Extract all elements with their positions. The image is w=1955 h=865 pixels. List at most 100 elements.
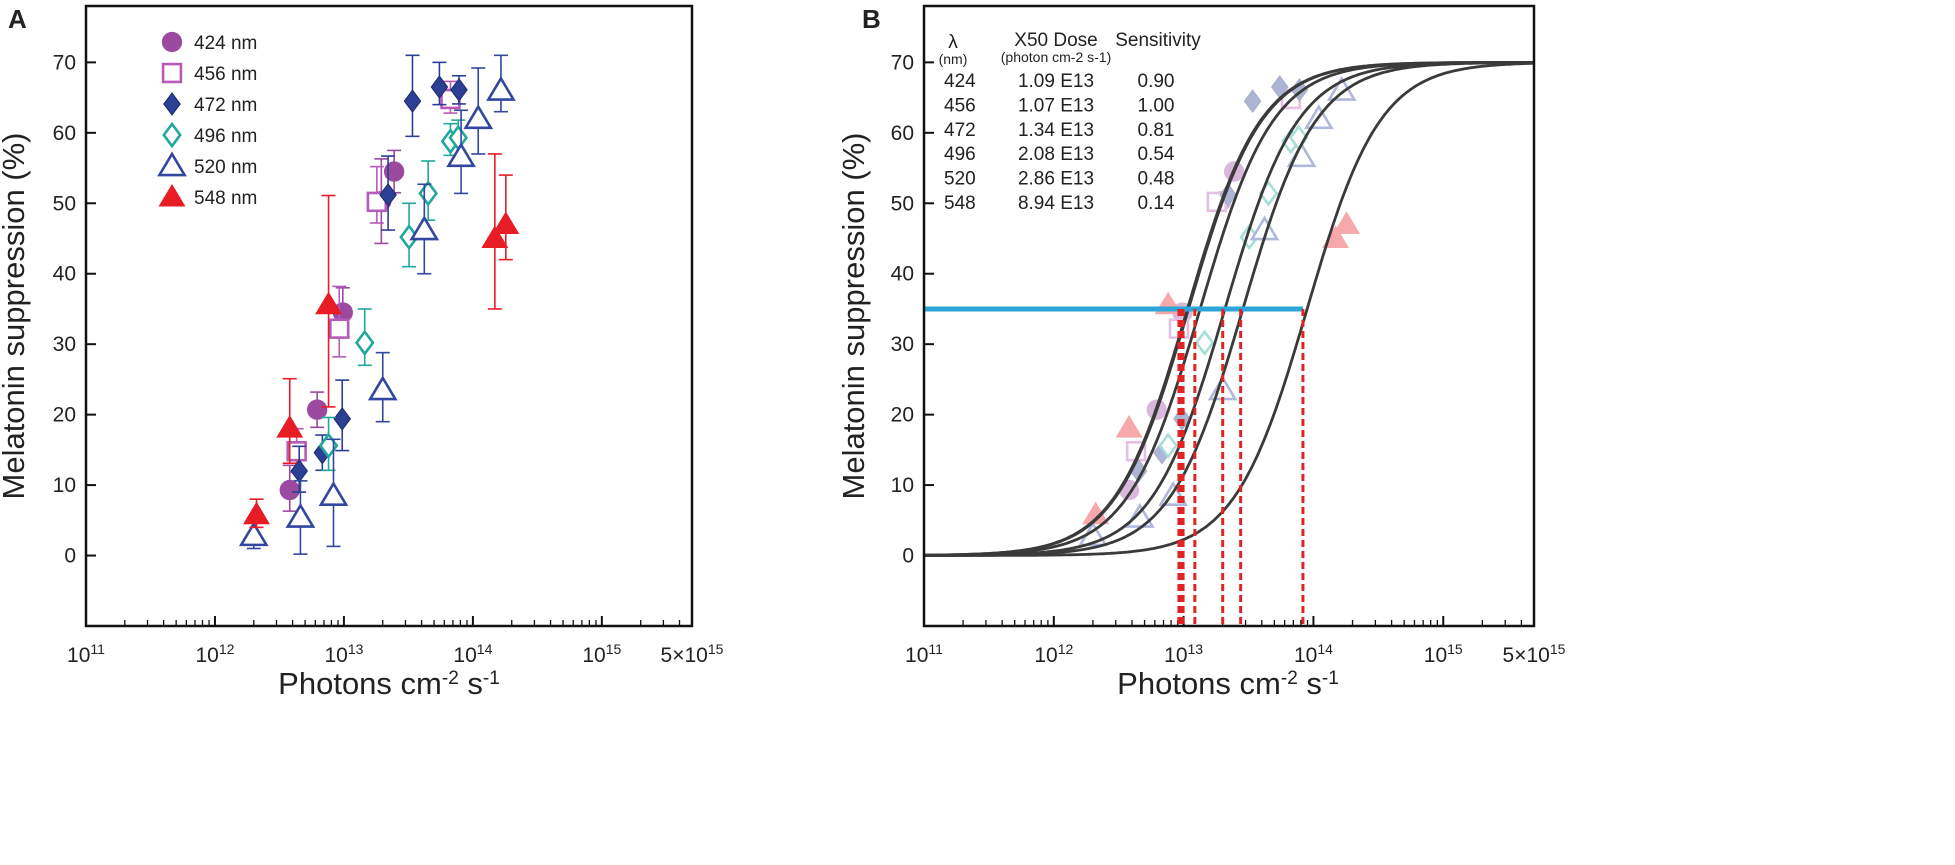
b-point-s472: [1153, 440, 1171, 465]
b-y-tick-label: 40: [891, 263, 914, 286]
b-y-tick-label: 0: [902, 545, 914, 568]
table-cell-dose: 2.08 E13: [1018, 144, 1094, 165]
legend-marker-s548: [158, 183, 186, 207]
table-subheader-dose-unit: (photon cm-2 s-1): [1001, 49, 1111, 65]
table-header-wavelength: λ: [948, 32, 958, 53]
b-x-tick-label: 1011: [905, 641, 943, 667]
a-x-tick-label: 1014: [453, 641, 492, 667]
a-point-s520: [486, 75, 516, 101]
panel-b-frame: [922, 4, 1536, 628]
b-y-tick-label: 70: [891, 51, 914, 74]
panel-a-x-axis-title: Photons cm-2 s-1: [278, 666, 500, 701]
legend-label-s456: 456 nm: [194, 64, 257, 85]
a-point-s548: [276, 414, 304, 438]
table-subheader-wavelength-unit: (nm): [939, 51, 968, 67]
a-y-tick-label: 30: [53, 333, 76, 356]
table-cell-sensitivity: 0.54: [1138, 144, 1175, 165]
b-x-tick-label: 1012: [1034, 641, 1073, 667]
a-point-s472: [403, 89, 422, 113]
a-y-tick-label: 0: [64, 545, 76, 568]
a-y-tick-label: 10: [53, 474, 76, 497]
b-point-s496: [1194, 329, 1215, 356]
a-point-s520: [285, 502, 316, 528]
legend-marker-s520: [157, 151, 187, 177]
panel-b: B 0 10 20 30 40 50 60 70 1011 1012 1013 1014 1015 5×1…: [836, 4, 1566, 701]
a-point-s472: [379, 182, 397, 207]
table-header-sensitivity: Sensitivity: [1115, 30, 1201, 51]
a-y-tick-label: 20: [53, 404, 76, 427]
a-point-s472: [450, 77, 468, 102]
b-point-s472: [1219, 182, 1237, 207]
a-point-s548: [315, 291, 343, 315]
a-point-s520: [446, 142, 476, 168]
legend-marker-s496: [162, 121, 182, 149]
b-point-s548: [1115, 414, 1143, 438]
a-point-s520: [367, 375, 398, 401]
legend-label-s496: 496 nm: [194, 126, 257, 147]
a-point-s548: [243, 501, 270, 525]
b-x-tick-label: 1014: [1294, 641, 1333, 667]
b-x-tick-label: 1015: [1424, 641, 1463, 667]
b-point-s496: [1239, 223, 1260, 251]
a-point-s472: [290, 459, 309, 483]
table-cell-sensitivity: 0.14: [1138, 193, 1175, 214]
table-cell-dose: 1.09 E13: [1018, 71, 1094, 92]
a-point-s472: [430, 75, 449, 99]
b-y-tick-label: 50: [891, 192, 914, 215]
panel-a-letter: A: [8, 4, 27, 34]
table-cell-wavelength: 456: [944, 95, 976, 116]
a-point-s520: [238, 521, 269, 547]
a-y-tick-label: 50: [53, 192, 76, 215]
a-x-tick-label: 1015: [582, 641, 621, 667]
a-point-s520: [409, 215, 440, 241]
table-cell-dose: 8.94 E13: [1018, 193, 1094, 214]
a-y-tick-label: 60: [53, 122, 76, 145]
a-point-s520: [318, 481, 349, 507]
b-y-tick-label: 30: [891, 333, 914, 356]
table-cell-dose: 2.86 E13: [1018, 169, 1094, 190]
a-x-tick-label: 1012: [195, 641, 234, 667]
a-x-tick-label: 1013: [324, 641, 363, 667]
a-point-s424: [306, 399, 328, 420]
b-point-s472: [1243, 89, 1262, 113]
panel-a-y-axis-title: Melatonin suppression (%): [0, 132, 31, 499]
table-cell-sensitivity: 0.81: [1138, 120, 1175, 141]
a-point-s456: [329, 318, 350, 339]
a-point-s496: [354, 329, 375, 356]
legend-marker-s456: [161, 62, 183, 84]
table-cell-wavelength: 548: [944, 193, 976, 214]
a-point-s472: [333, 407, 352, 431]
table-cell-wavelength: 424: [944, 71, 976, 92]
fit-curve: [924, 61, 1535, 557]
table-cell-dose: 1.07 E13: [1018, 95, 1094, 116]
legend-label-s520: 520 nm: [194, 157, 257, 178]
b-x-tick-label: 5×1015: [1503, 641, 1566, 667]
table-cell-sensitivity: 0.48: [1138, 169, 1175, 190]
table-cell-wavelength: 496: [944, 144, 976, 165]
legend-label-s548: 548 nm: [194, 188, 257, 209]
a-point-s424: [279, 479, 300, 501]
table-cell-wavelength: 472: [944, 120, 976, 141]
a-x-tick-label: 1011: [67, 641, 105, 667]
table-cell-sensitivity: 1.00: [1138, 95, 1175, 116]
table-cell-wavelength: 520: [944, 169, 976, 190]
a-point-s548: [492, 211, 520, 234]
a-point-s496: [418, 180, 438, 207]
b-point-s520: [1124, 502, 1155, 528]
a-point-s520: [463, 104, 494, 130]
a-y-tick-label: 40: [53, 263, 76, 286]
panel-b-y-axis-title: Melatonin suppression (%): [836, 132, 871, 499]
b-y-tick-label: 10: [891, 474, 914, 497]
panel-b-x-axis-title: Photons cm-2 s-1: [1117, 666, 1339, 701]
legend-marker-s472: [163, 92, 181, 116]
legend: 424 nm 456 nm 472 nm 496 nm 520 nm 548 nm: [157, 31, 257, 209]
table-header-dose: X50 Dose: [1014, 30, 1097, 51]
table-cell-dose: 1.34 E13: [1018, 120, 1094, 141]
legend-label-s424: 424 nm: [194, 33, 257, 54]
b-y-tick-label: 60: [891, 122, 914, 145]
b-y-tick-label: 20: [891, 404, 914, 427]
a-point-s548: [481, 225, 509, 249]
table-cell-sensitivity: 0.90: [1138, 71, 1175, 92]
b-point-s496: [1281, 128, 1301, 155]
